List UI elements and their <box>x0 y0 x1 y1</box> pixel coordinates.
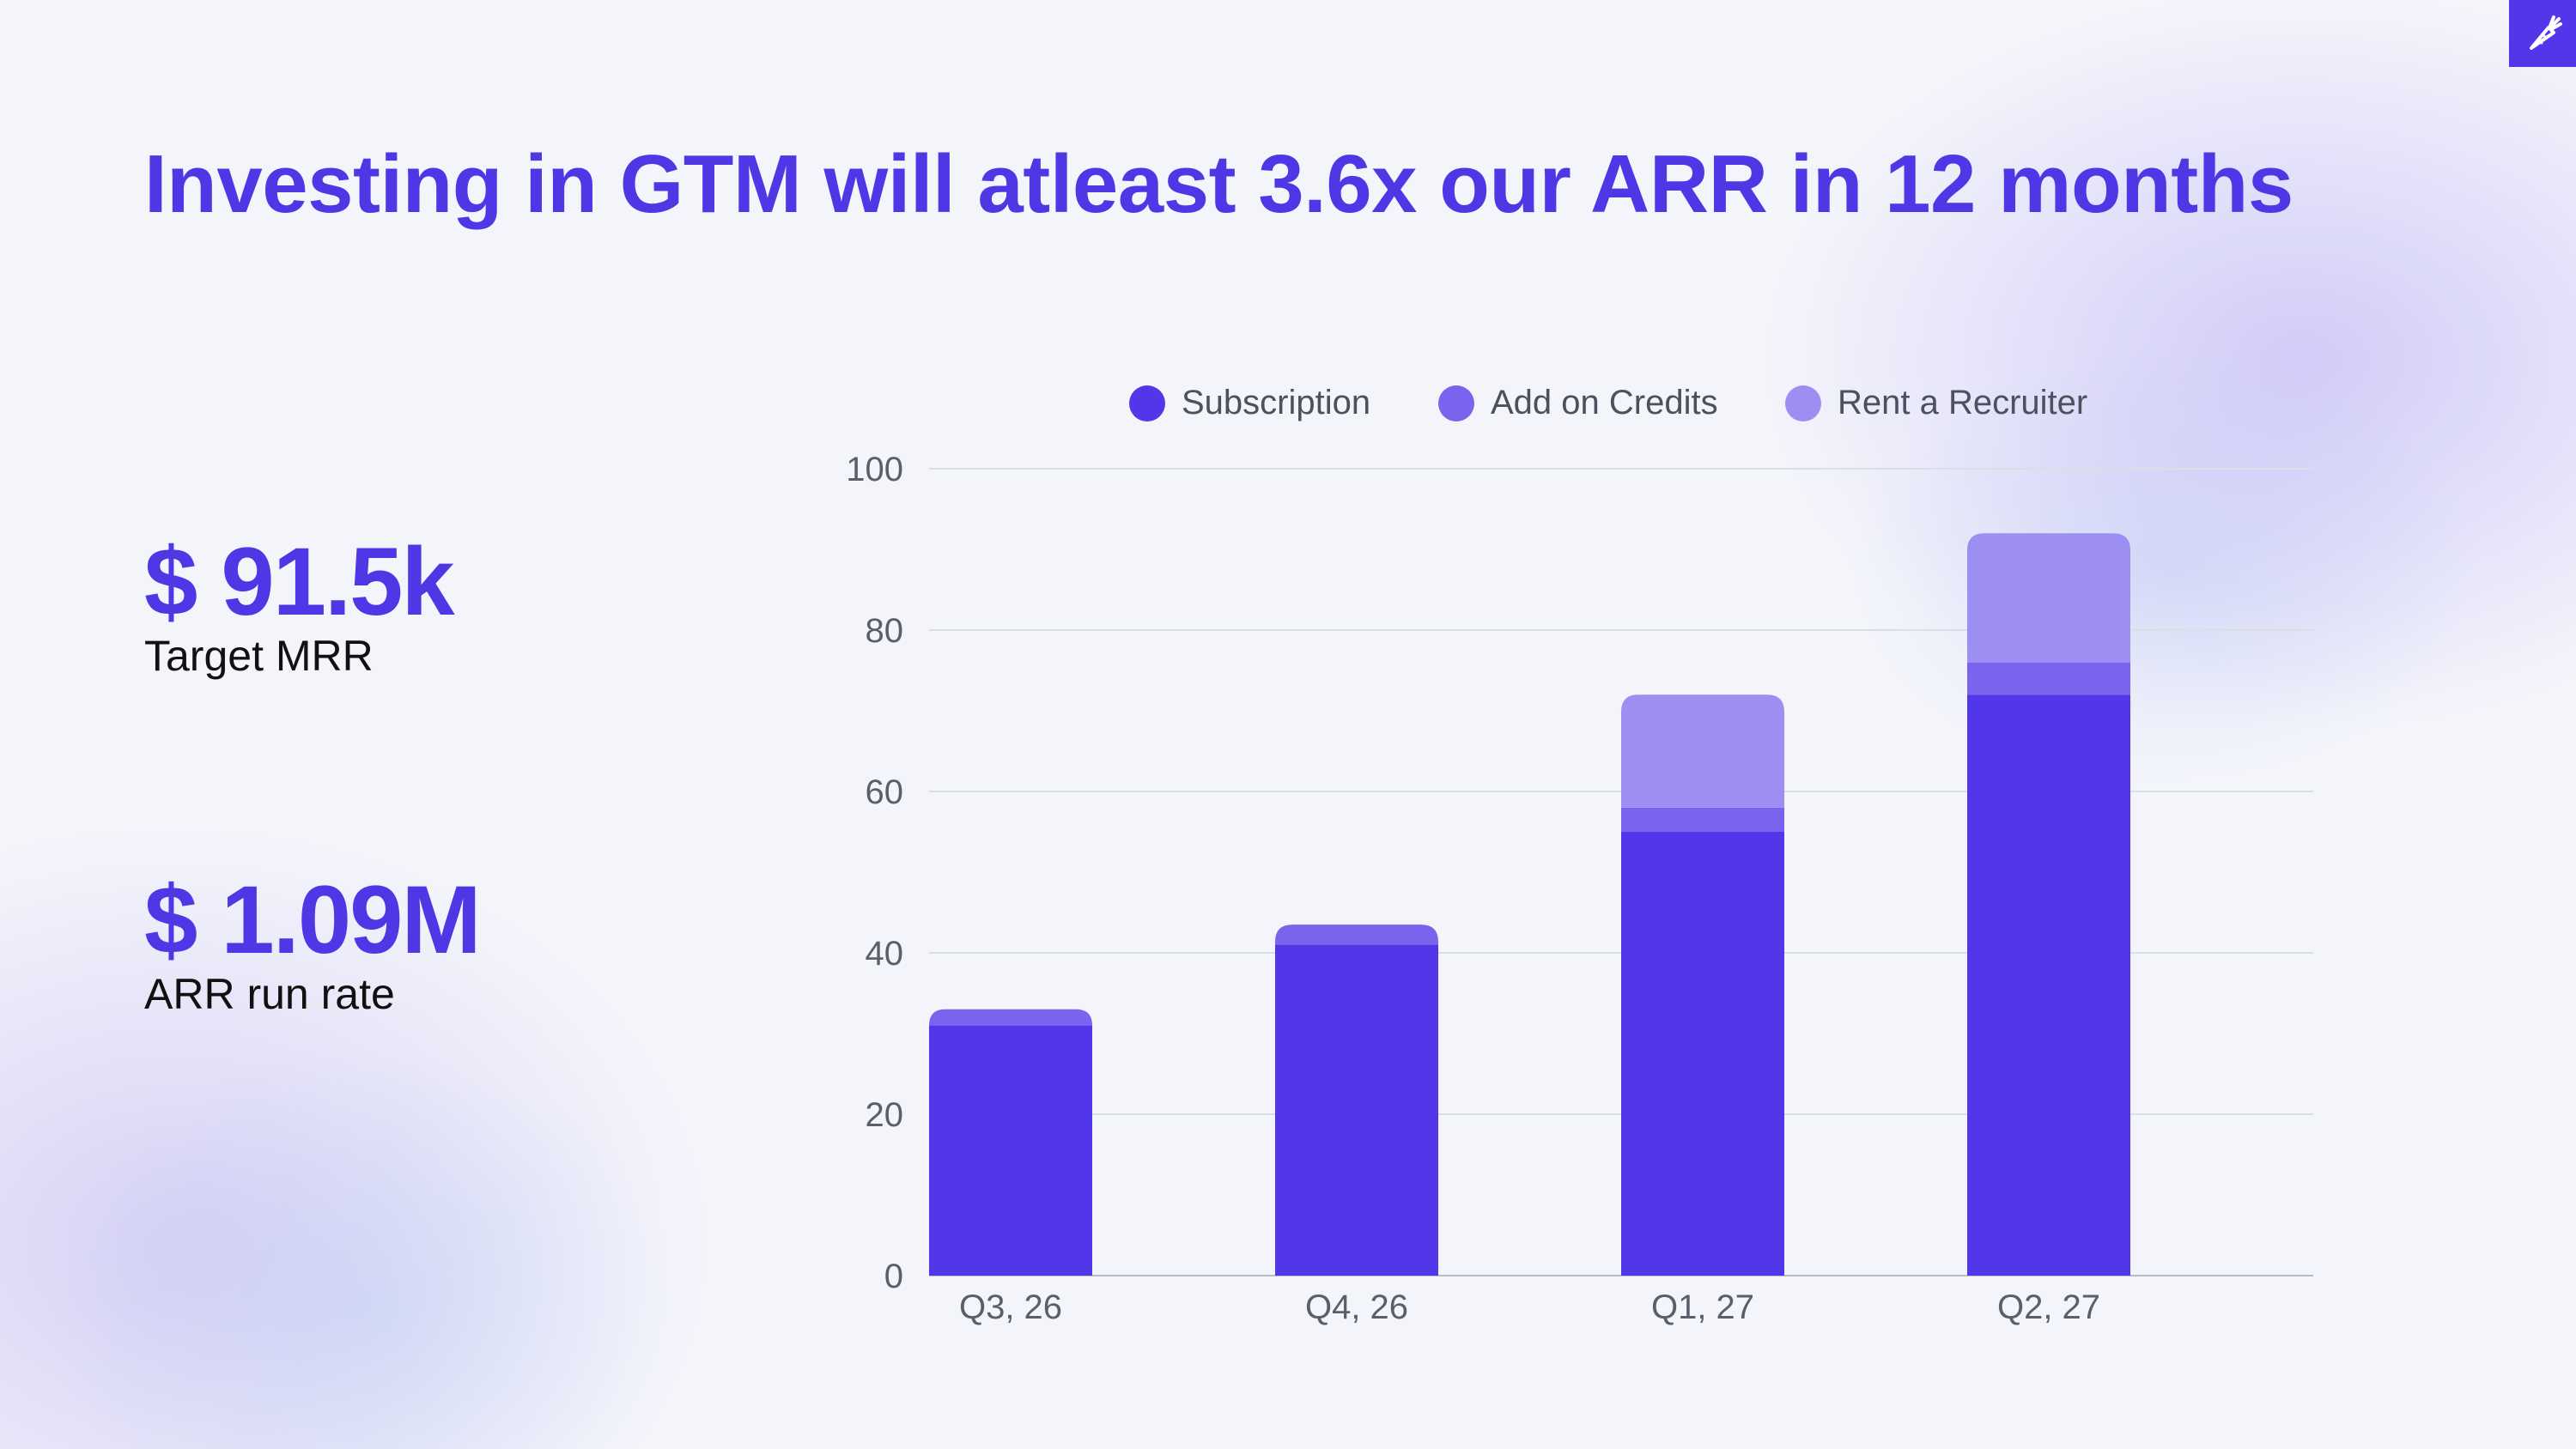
y-tick-label: 100 <box>846 451 903 488</box>
x-tick-label: Q4, 26 <box>1305 1288 1408 1326</box>
axis-layer: 0 20 40 60 80 100 Q3, 26 Q4, 26 Q1, 27 Q2, 27 <box>846 451 2100 1326</box>
legend-label: Rent a Recruiter <box>1838 384 2087 421</box>
bar-segment-add-on-credits <box>1967 662 2130 695</box>
target-mrr-value: $ 91.5k <box>144 528 455 635</box>
logo-badge <box>2509 0 2576 67</box>
arr-run-rate-value: $ 1.09M <box>144 866 482 973</box>
bar-segment-subscription <box>1967 694 2130 1276</box>
x-tick-label: Q2, 27 <box>1997 1288 2100 1326</box>
y-tick-label: 0 <box>884 1258 903 1295</box>
legend-swatch <box>1438 385 1474 421</box>
x-tick-label: Q1, 27 <box>1651 1288 1754 1326</box>
y-tick-label: 40 <box>866 935 904 973</box>
arr-run-rate-label: ARR run rate <box>144 970 395 1018</box>
legend-label: Add on Credits <box>1491 384 1718 421</box>
legend-layer: Subscription Add on Credits Rent a Recruit… <box>1129 384 2087 421</box>
bar-segment-add-on-credits <box>929 1009 1092 1026</box>
bar-segment-rent-a-recruiter <box>1621 694 1784 808</box>
target-mrr-metric: $ 91.5k Target MRR <box>144 528 455 681</box>
page-title: Investing in GTM will atleast 3.6x our A… <box>144 138 2293 230</box>
bar-segment-rent-a-recruiter <box>1967 533 2130 663</box>
legend-swatch <box>1129 385 1165 421</box>
legend-label: Subscription <box>1182 384 1370 421</box>
y-tick-label: 80 <box>866 612 904 650</box>
y-tick-label: 20 <box>866 1096 904 1134</box>
arr-run-rate-metric: $ 1.09M ARR run rate <box>144 866 482 1019</box>
bar-segment-subscription <box>929 1025 1092 1276</box>
bar-segment-add-on-credits <box>1275 925 1438 945</box>
y-tick-label: 60 <box>866 773 904 811</box>
bar-segment-subscription <box>1275 944 1438 1276</box>
bars-layer <box>929 533 2130 1276</box>
carrot-icon <box>2530 15 2562 50</box>
legend-swatch <box>1785 385 1821 421</box>
bar-segment-subscription <box>1621 832 1784 1276</box>
x-tick-label: Q3, 26 <box>959 1288 1062 1326</box>
target-mrr-label: Target MRR <box>144 632 374 680</box>
bar-segment-add-on-credits <box>1621 807 1784 832</box>
